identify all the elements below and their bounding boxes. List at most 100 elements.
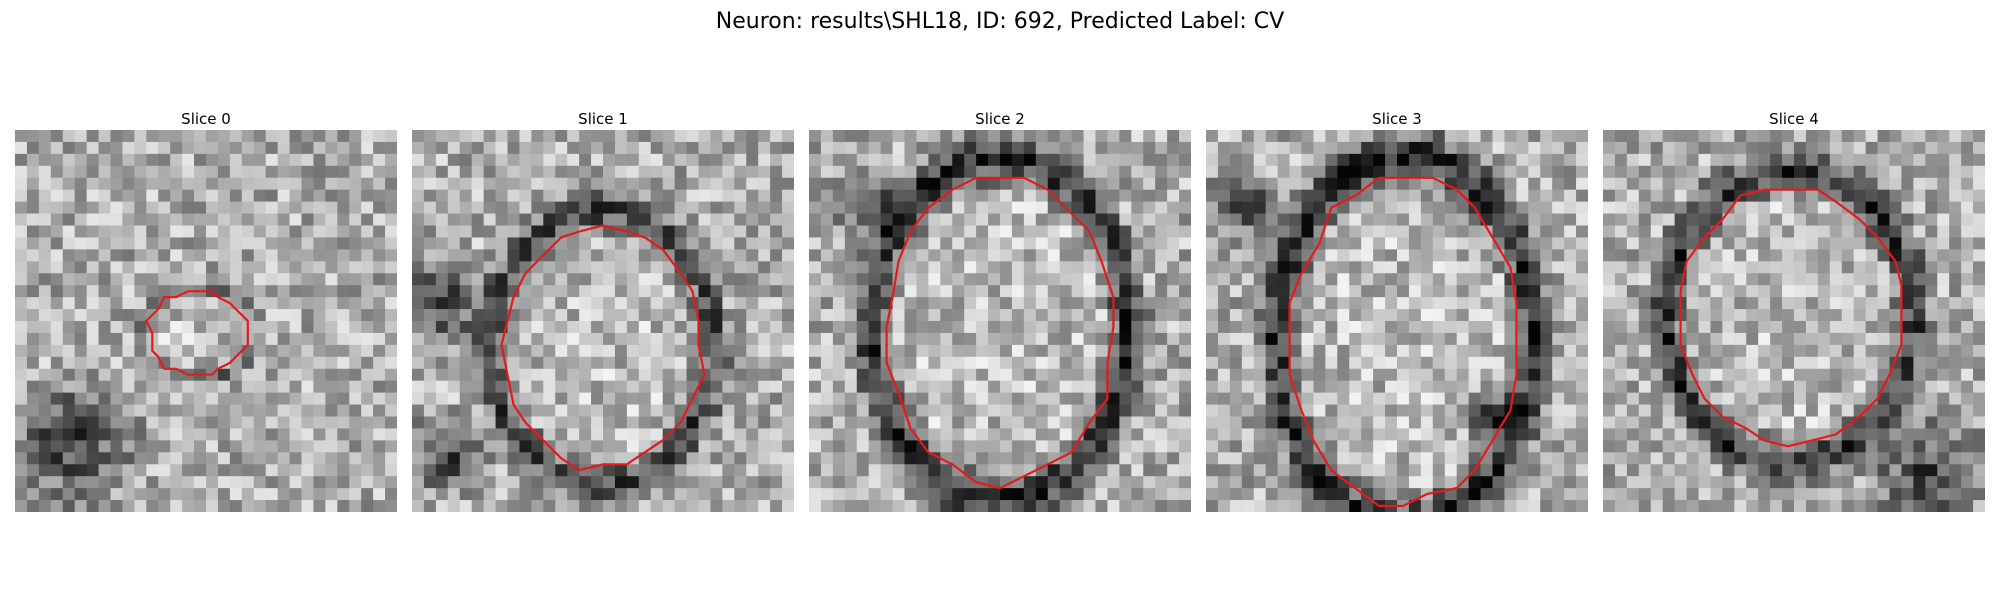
image-pixel	[1614, 356, 1628, 370]
image-pixel	[567, 213, 580, 226]
image-pixel	[86, 452, 99, 465]
image-pixel	[1373, 464, 1386, 477]
image-pixel	[134, 356, 147, 370]
neuron-contour	[1288, 176, 1518, 508]
image-pixel	[471, 201, 485, 214]
image-pixel	[734, 380, 747, 394]
image-pixel	[1698, 261, 1711, 274]
image-pixel	[1794, 285, 1807, 298]
image-pixel	[904, 440, 917, 453]
image-pixel	[483, 153, 496, 167]
image-pixel	[1722, 428, 1735, 441]
image-pixel	[746, 237, 759, 250]
image-pixel	[892, 201, 905, 214]
image-pixel	[217, 249, 231, 262]
image-pixel	[976, 273, 989, 286]
image-pixel	[1925, 189, 1938, 203]
image-pixel	[1035, 464, 1049, 477]
image-pixel	[1829, 141, 1843, 155]
image-pixel	[591, 476, 604, 489]
image-pixel	[182, 189, 195, 203]
image-pixel	[289, 309, 302, 322]
image-pixel	[146, 225, 159, 238]
image-pixel	[1420, 452, 1434, 465]
image-pixel	[15, 165, 28, 179]
image-pixel	[241, 428, 255, 441]
image-pixel	[1456, 416, 1470, 429]
image-pixel	[1528, 130, 1541, 143]
image-pixel	[868, 332, 882, 346]
image-pixel	[543, 428, 556, 441]
image-pixel	[1865, 404, 1878, 417]
image-pixel	[26, 201, 40, 214]
image-pixel	[253, 189, 267, 203]
image-pixel	[349, 404, 362, 417]
image-pixel	[1131, 464, 1144, 477]
image-pixel	[253, 368, 267, 382]
image-pixel	[26, 416, 40, 429]
image-pixel	[1397, 416, 1410, 429]
image-pixel	[1480, 476, 1493, 489]
image-pixel	[1770, 380, 1783, 394]
image-pixel	[15, 213, 28, 226]
image-pixel	[531, 321, 544, 334]
image-pixel	[50, 321, 64, 334]
image-pixel	[1638, 368, 1652, 382]
image-pixel	[1492, 201, 1505, 214]
image-pixel	[1698, 177, 1711, 191]
image-pixel	[1325, 416, 1338, 429]
image-pixel	[62, 237, 76, 250]
image-pixel	[110, 285, 123, 298]
image-pixel	[698, 321, 711, 334]
image-pixel	[1217, 452, 1231, 465]
image-pixel	[1937, 344, 1950, 358]
image-pixel	[567, 165, 580, 179]
image-pixel	[50, 428, 64, 441]
image-pixel	[1456, 452, 1470, 465]
image-pixel	[1576, 356, 1588, 370]
image-pixel	[313, 225, 326, 238]
image-pixel	[38, 380, 52, 394]
image-pixel	[1313, 356, 1326, 370]
image-pixel	[1674, 213, 1687, 226]
image-pixel	[1865, 344, 1878, 358]
image-pixel	[555, 416, 568, 429]
image-pixel	[301, 309, 314, 322]
image-pixel	[770, 476, 783, 489]
image-pixel	[15, 392, 28, 405]
image-pixel	[940, 452, 953, 465]
image-pixel	[289, 332, 302, 346]
image-pixel	[722, 476, 735, 489]
image-pixel	[1528, 237, 1541, 250]
image-pixel	[373, 500, 386, 512]
image-pixel	[1662, 213, 1676, 226]
image-pixel	[1614, 297, 1628, 310]
image-pixel	[1444, 392, 1458, 405]
image-pixel	[1349, 177, 1362, 191]
image-pixel	[809, 201, 822, 214]
image-pixel	[603, 404, 616, 417]
image-pixel	[170, 464, 183, 477]
image-pixel	[1131, 165, 1144, 179]
image-pixel	[758, 464, 771, 477]
image-pixel	[1925, 440, 1938, 453]
image-pixel	[1277, 321, 1290, 334]
image-pixel	[182, 141, 195, 155]
image-pixel	[50, 464, 64, 477]
image-pixel	[662, 213, 676, 226]
image-pixel	[253, 332, 267, 346]
image-pixel	[1829, 249, 1843, 262]
image-pixel	[1253, 249, 1267, 262]
image-pixel	[1925, 404, 1938, 417]
image-pixel	[1674, 440, 1687, 453]
image-pixel	[98, 392, 111, 405]
image-pixel	[722, 428, 735, 441]
image-pixel	[1758, 356, 1771, 370]
image-pixel	[423, 344, 437, 358]
image-pixel	[952, 332, 965, 346]
image-pixel	[809, 452, 822, 465]
image-pixel	[1167, 273, 1180, 286]
image-pixel	[591, 261, 604, 274]
image-pixel	[1698, 309, 1711, 322]
image-pixel	[134, 225, 147, 238]
